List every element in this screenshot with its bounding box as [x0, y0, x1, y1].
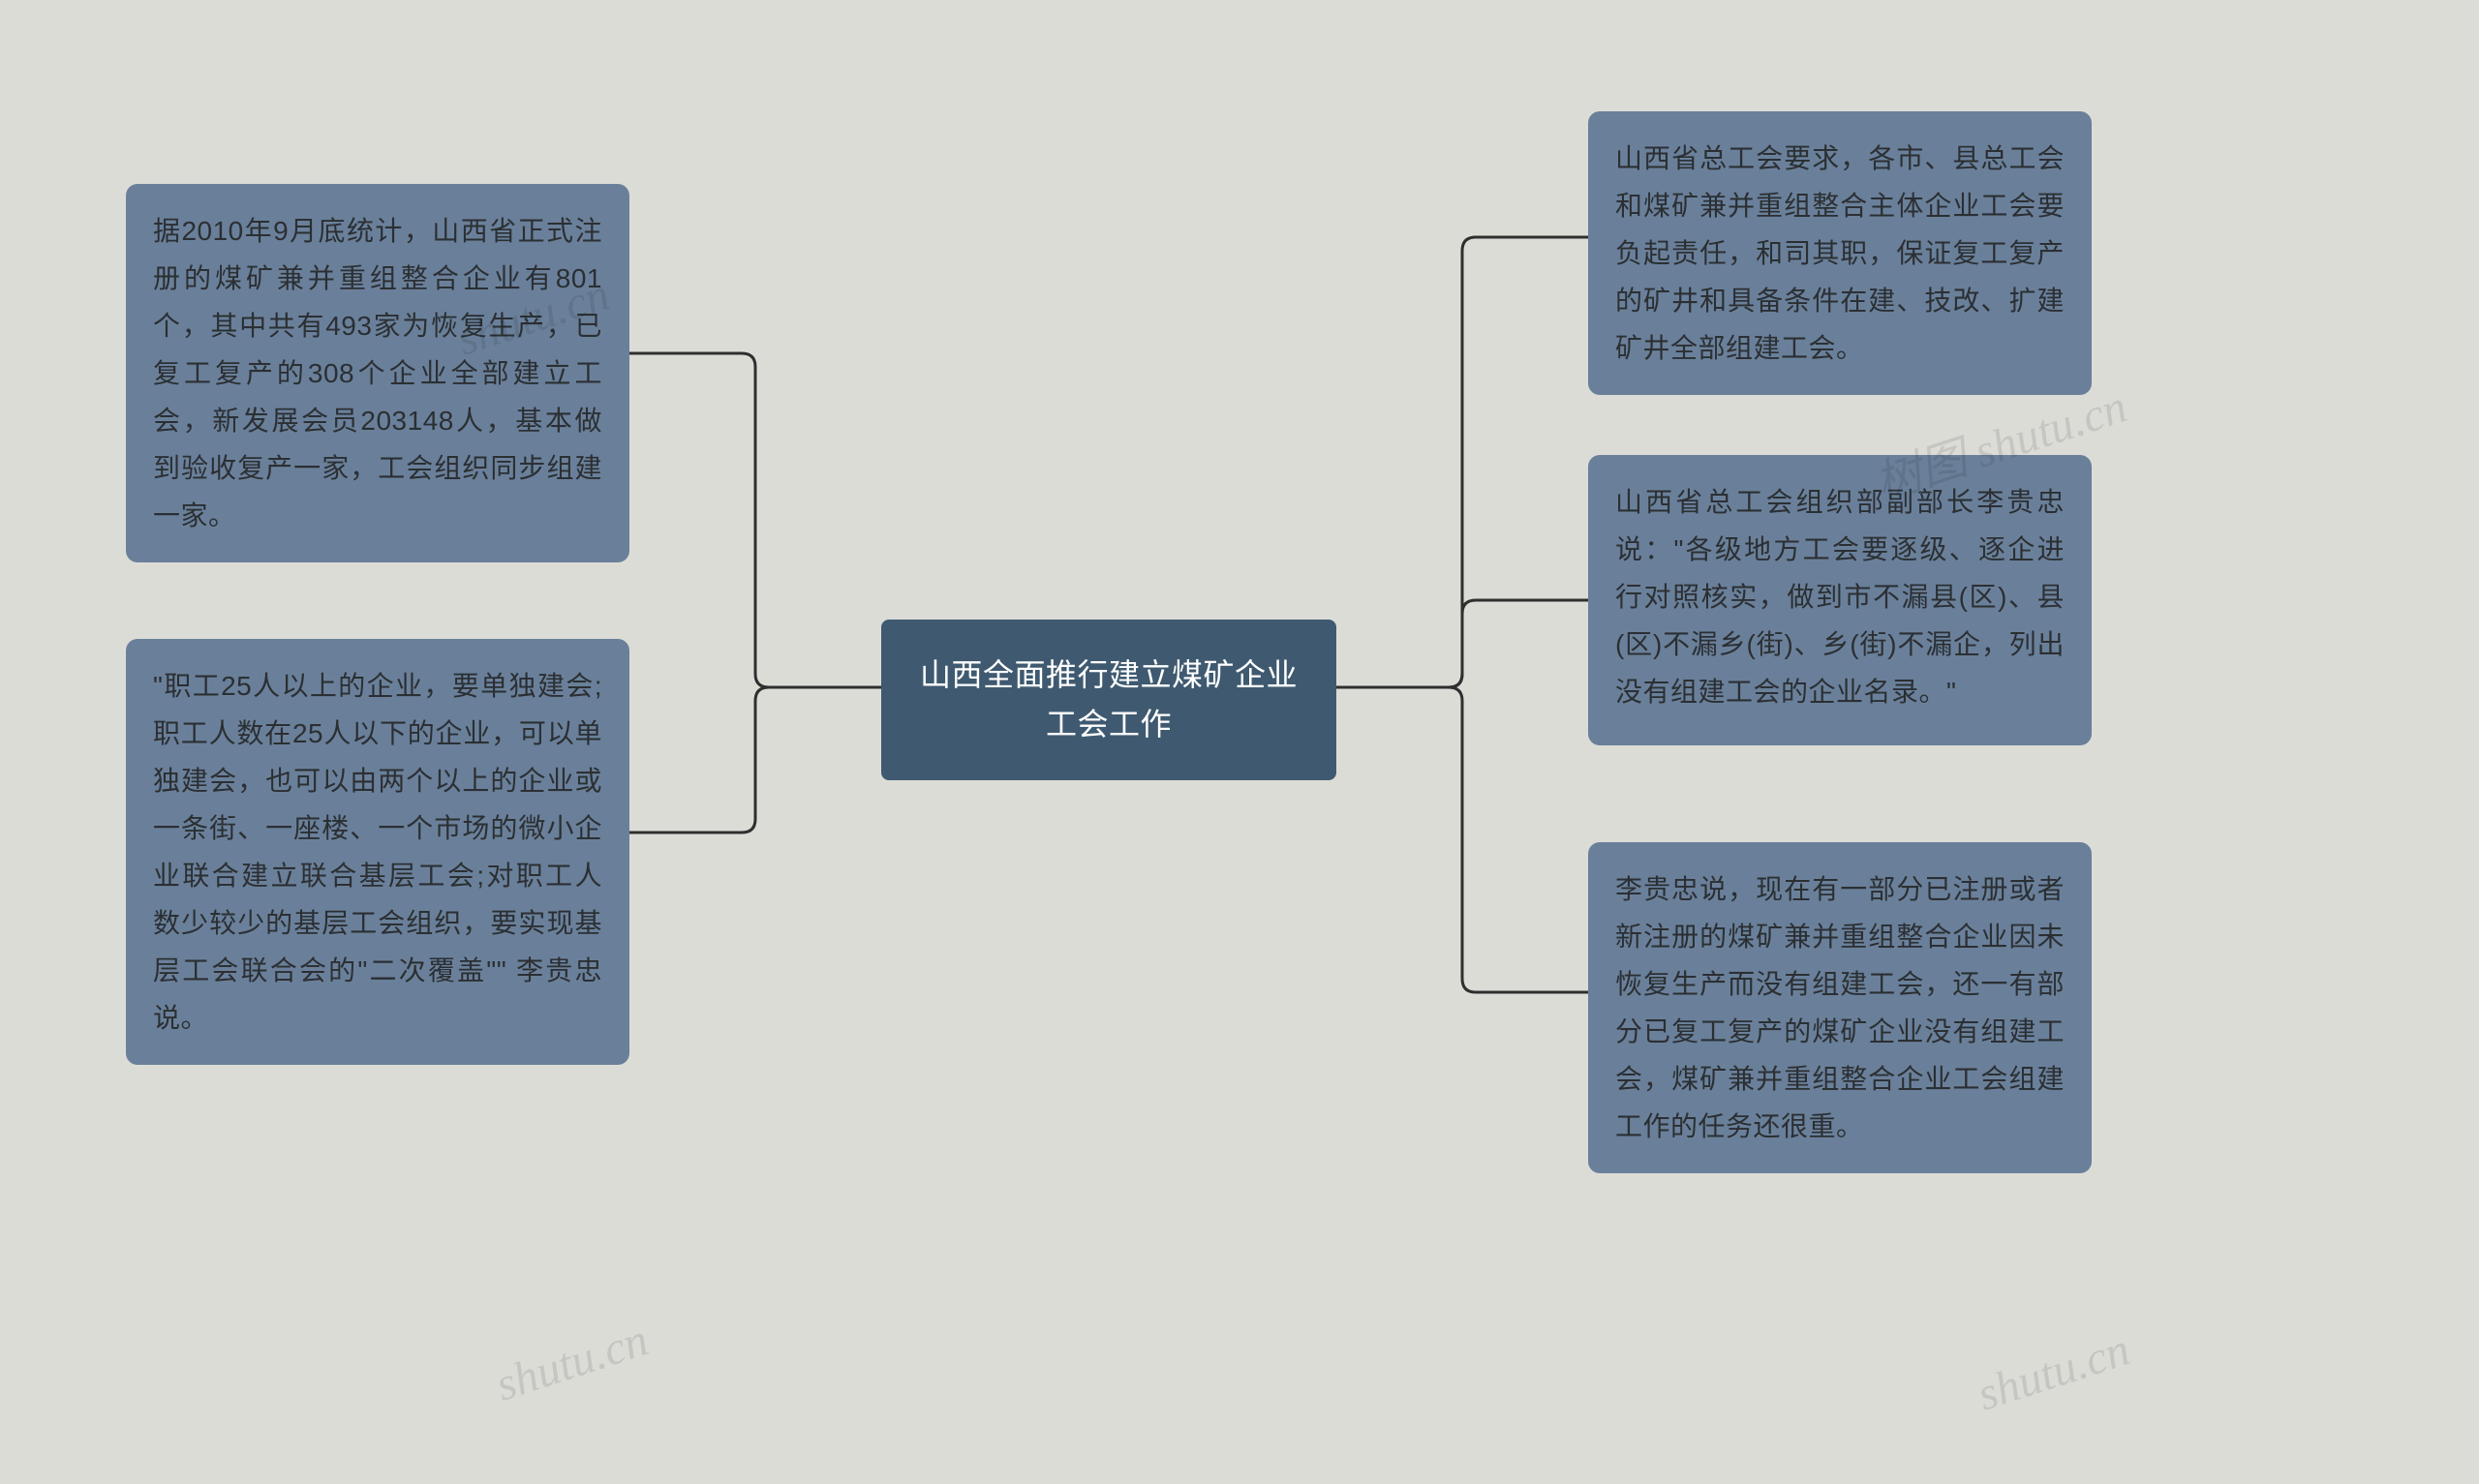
left-node-2-text: "职工25人以上的企业，要单独建会;职工人数在25人以下的企业，可以单独建会，也…	[153, 671, 602, 1033]
watermark: shutu.cn	[1971, 1322, 2135, 1421]
watermark: shutu.cn	[489, 1313, 654, 1411]
center-topic[interactable]: 山西全面推行建立煤矿企业工会工作	[881, 620, 1336, 780]
left-node-2[interactable]: "职工25人以上的企业，要单独建会;职工人数在25人以下的企业，可以单独建会，也…	[126, 639, 629, 1065]
mindmap-canvas: 山西全面推行建立煤矿企业工会工作 据2010年9月底统计，山西省正式注册的煤矿兼…	[0, 0, 2479, 1484]
right-node-1[interactable]: 山西省总工会要求，各市、县总工会和煤矿兼并重组整合主体企业工会要负起责任，和司其…	[1588, 111, 2092, 395]
right-node-2-text: 山西省总工会组织部副部长李贵忠说："各级地方工会要逐级、逐企进行对照核实，做到市…	[1615, 487, 2065, 707]
left-node-1-text: 据2010年9月底统计，山西省正式注册的煤矿兼并重组整合企业有801个，其中共有…	[153, 216, 602, 530]
right-node-3[interactable]: 李贵忠说，现在有一部分已注册或者新注册的煤矿兼并重组整合企业因未恢复生产而没有组…	[1588, 842, 2092, 1173]
right-node-3-text: 李贵忠说，现在有一部分已注册或者新注册的煤矿兼并重组整合企业因未恢复生产而没有组…	[1615, 874, 2065, 1141]
center-topic-text: 山西全面推行建立煤矿企业工会工作	[920, 657, 1298, 742]
right-node-1-text: 山西省总工会要求，各市、县总工会和煤矿兼并重组整合主体企业工会要负起责任，和司其…	[1615, 143, 2065, 363]
right-node-2[interactable]: 山西省总工会组织部副部长李贵忠说："各级地方工会要逐级、逐企进行对照核实，做到市…	[1588, 455, 2092, 745]
left-node-1[interactable]: 据2010年9月底统计，山西省正式注册的煤矿兼并重组整合企业有801个，其中共有…	[126, 184, 629, 562]
